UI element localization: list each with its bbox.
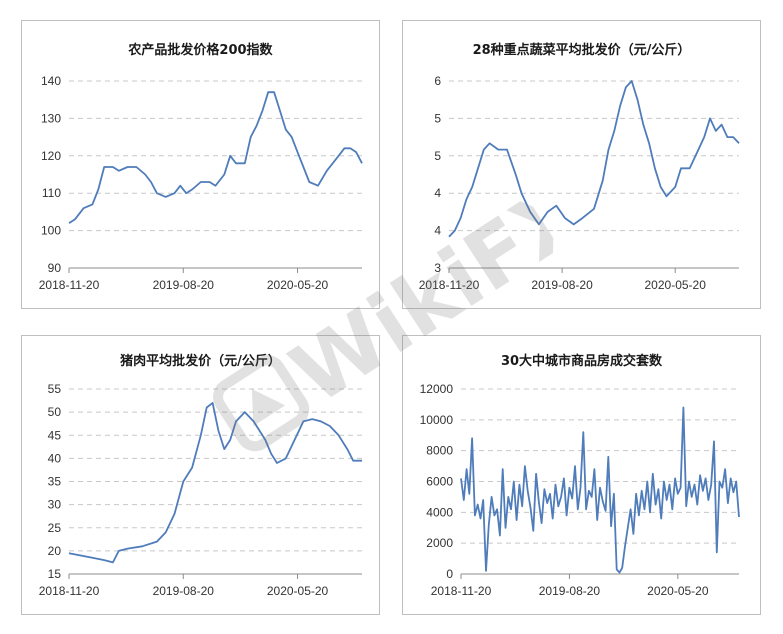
chart-agri-index: 90 100 110 120 130 140 2018-11-20 2019-08-20 202… — [39, 74, 363, 292]
y-tick-label: 4 — [434, 224, 441, 238]
chart-panel-vegetable-price: 28种重点蔬菜平均批发价（元/公斤） 3 4 4 5 5 6 2018-11-20 2019-… — [402, 20, 761, 309]
y-tick-label: 4 — [434, 186, 441, 200]
chart-housing-sales: 0 2000 4000 6000 8000 10000 12000 2018-11-20 201… — [420, 382, 740, 598]
chart-vegetable-price: 3 4 4 5 5 6 2018-11-20 2019-08-20 2020-05-20 — [419, 74, 740, 292]
y-tick-label: 0 — [446, 567, 453, 581]
y-tick-label: 10000 — [420, 413, 454, 427]
y-tick-label: 15 — [48, 567, 62, 581]
y-tick-label: 130 — [41, 111, 61, 125]
x-tick-label: 2020-05-20 — [647, 584, 709, 598]
y-tick-label: 55 — [48, 382, 62, 396]
y-tick-label: 5 — [434, 149, 441, 163]
y-tick-label: 110 — [42, 186, 61, 200]
y-tick-label: 45 — [48, 428, 62, 442]
chart-panel-pork-price: 猪肉平均批发价（元/公斤） 15 20 25 30 35 40 45 50 55 2018-11-… — [21, 335, 380, 615]
y-tick-label: 40 — [48, 451, 62, 465]
y-tick-label: 2000 — [426, 536, 453, 550]
x-tick-label: 2018-11-20 — [419, 278, 480, 292]
y-tick-label: 100 — [41, 224, 61, 238]
y-tick-label: 3 — [434, 261, 441, 275]
chart-title: 农产品批发价格200指数 — [128, 43, 273, 58]
chart-panel-agri-index: 农产品批发价格200指数 90 100 110 120 130 140 2018-11-20… — [21, 20, 380, 309]
chart-panel-housing-sales: 30大中城市商品房成交套数 0 2000 4000 6000 8000 10000 1200… — [402, 335, 761, 615]
x-tick-label: 2018-11-20 — [431, 584, 492, 598]
y-tick-label: 90 — [48, 261, 62, 275]
series-line — [68, 402, 362, 564]
x-tick-label: 2020-05-20 — [267, 584, 329, 598]
y-tick-label: 6000 — [426, 475, 453, 489]
x-tick-label: 2019-08-20 — [153, 278, 215, 292]
y-tick-label: 120 — [41, 149, 61, 163]
x-tick-label: 2019-08-20 — [539, 584, 601, 598]
y-tick-label: 4000 — [426, 505, 453, 519]
y-tick-label: 30 — [48, 498, 62, 512]
y-tick-label: 20 — [48, 544, 62, 558]
series-line — [460, 406, 740, 574]
y-tick-label: 8000 — [426, 444, 453, 458]
y-tick-label: 6 — [434, 74, 441, 88]
chart-title: 30大中城市商品房成交套数 — [500, 354, 663, 369]
chart-title: 28种重点蔬菜平均批发价（元/公斤） — [472, 43, 691, 58]
y-tick-label: 12000 — [420, 382, 454, 396]
x-tick-label: 2019-08-20 — [153, 584, 215, 598]
y-tick-label: 25 — [48, 521, 62, 535]
y-tick-label: 5 — [434, 111, 441, 125]
chart-pork-price: 15 20 25 30 35 40 45 50 55 2018-11-20 2019-08-20 20… — [39, 382, 362, 598]
x-tick-label: 2020-05-20 — [645, 278, 707, 292]
series-line — [68, 91, 363, 224]
x-tick-label: 2019-08-20 — [531, 278, 593, 292]
y-tick-label: 50 — [48, 405, 62, 419]
x-tick-label: 2018-11-20 — [39, 278, 100, 292]
chart-title: 猪肉平均批发价（元/公斤） — [120, 354, 281, 369]
y-tick-label: 35 — [48, 475, 62, 489]
y-tick-label: 140 — [41, 74, 61, 88]
x-tick-label: 2020-05-20 — [267, 278, 329, 292]
series-line — [448, 80, 740, 238]
x-tick-label: 2018-11-20 — [39, 584, 100, 598]
